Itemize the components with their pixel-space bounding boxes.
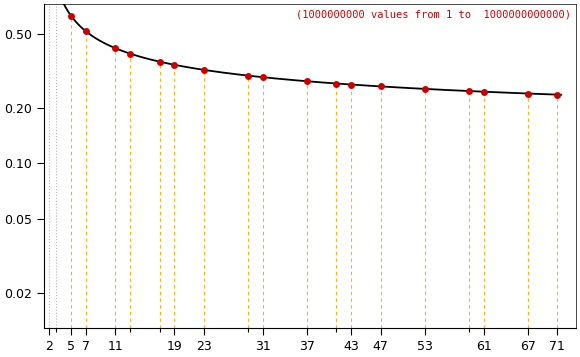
Text: (1000000000 values from 1 to  1000000000000): (1000000000 values from 1 to 10000000000… — [296, 9, 571, 19]
